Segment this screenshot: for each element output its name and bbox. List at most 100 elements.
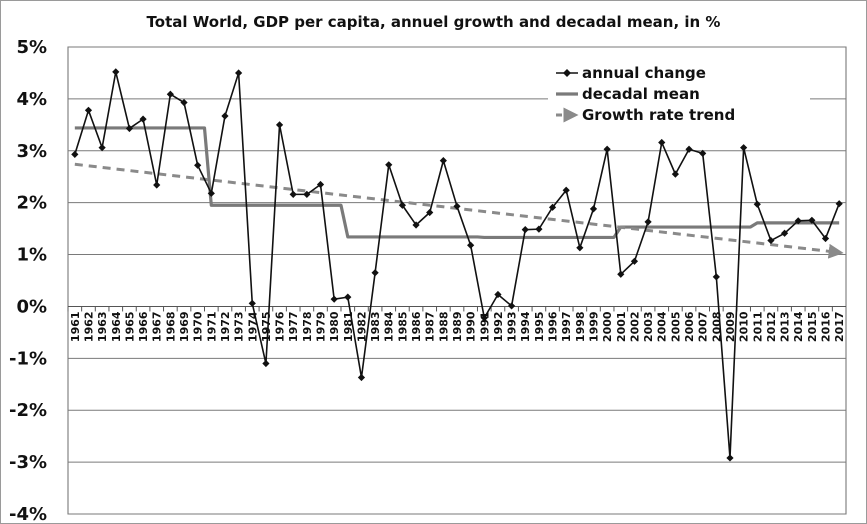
x-tick-label: 2000: [601, 311, 614, 342]
annual-change-point: [180, 98, 188, 107]
x-tick-label: 2011: [751, 311, 764, 342]
chart-title: Total World, GDP per capita, annuel grow…: [146, 13, 721, 31]
y-tick-label: -2%: [9, 400, 47, 421]
x-tick-label: 1989: [451, 311, 464, 342]
x-tick-label: 2009: [724, 311, 737, 342]
annual-change-point: [576, 244, 584, 252]
annual-change-point: [562, 186, 570, 194]
x-tick-label: 2016: [820, 311, 833, 342]
y-tick-label: 5%: [16, 37, 47, 58]
annual-change-point: [112, 68, 120, 76]
annual-change-point: [712, 273, 720, 281]
annual-change-point: [685, 145, 693, 153]
annual-change-point: [671, 170, 679, 178]
annual-change-point: [426, 208, 434, 217]
annual-change-point: [221, 112, 229, 120]
annual-change-point: [398, 201, 407, 209]
annual-change-point: [630, 257, 639, 265]
annual-change-point: [248, 299, 256, 307]
annual-change-point: [303, 190, 311, 198]
x-tick-label: 1968: [164, 311, 177, 342]
x-tick-label: 2005: [669, 311, 682, 342]
x-axis-ticks: 1961 1962 1963 1964 1965 1966 1967 1968 1969 1970…: [67, 306, 846, 342]
x-tick-label: 1976: [274, 311, 287, 342]
y-tick-label: 4%: [16, 89, 47, 110]
x-tick-label: 2002: [628, 311, 641, 342]
annual-change-point: [535, 225, 543, 233]
x-tick-label: 1967: [151, 311, 164, 342]
x-tick-label: 2006: [683, 311, 696, 342]
x-tick-label: 1994: [519, 311, 532, 342]
x-tick-label: 1973: [233, 311, 246, 342]
annual-change-point: [371, 269, 379, 277]
x-tick-label: 1983: [369, 311, 382, 342]
x-tick-label: 1987: [424, 311, 437, 342]
annual-change-point: [98, 144, 106, 152]
x-tick-label: 1992: [492, 311, 505, 342]
annual-change-point: [439, 157, 447, 165]
decadal-mean-line: [74, 126, 840, 240]
x-tick-label: 2007: [697, 311, 710, 342]
y-tick-label: -4%: [9, 504, 47, 524]
x-tick-label: 1999: [587, 311, 600, 342]
x-tick-label: 1991: [478, 311, 491, 342]
annual-change-point: [603, 145, 611, 153]
x-tick-label: 2003: [642, 311, 655, 342]
x-tick-label: 1970: [192, 311, 205, 342]
x-tick-label: 2001: [615, 311, 628, 342]
x-tick-label: 1966: [137, 311, 150, 342]
x-tick-label: 2017: [833, 311, 846, 342]
x-tick-label: 2015: [806, 311, 819, 342]
x-tick-label: 1962: [82, 311, 95, 342]
x-tick-label: 1980: [328, 311, 341, 342]
annual-change-point: [289, 190, 297, 198]
annual-change-point: [589, 205, 598, 213]
annual-change-point: [357, 373, 366, 382]
y-axis-ticks: 5% 4% 3% 2% 1% 0% -1% -2% -3% -4%: [9, 37, 47, 524]
y-tick-label: 2%: [16, 193, 47, 214]
annual-change-point: [385, 161, 393, 169]
x-tick-label: 1963: [96, 311, 109, 342]
annual-change-point: [726, 454, 734, 462]
annual-change-point: [207, 189, 215, 197]
x-tick-label: 1965: [123, 311, 136, 342]
x-tick-label: 1971: [205, 311, 218, 342]
annual-change-point: [753, 200, 761, 208]
x-tick-label: 2012: [765, 311, 778, 342]
annual-change-point: [808, 216, 816, 224]
annual-change-point: [453, 202, 461, 210]
y-tick-label: 3%: [16, 141, 47, 162]
x-tick-label: 1993: [506, 311, 519, 342]
annual-change-point: [521, 226, 529, 234]
annual-change-point: [794, 217, 802, 225]
x-tick-label: 1990: [465, 311, 478, 342]
annual-change-line: [74, 71, 840, 459]
x-tick-label: 1982: [355, 311, 368, 342]
x-tick-label: 1977: [287, 311, 300, 342]
x-tick-label: 1975: [260, 311, 273, 342]
y-tick-label: -1%: [9, 348, 47, 369]
annual-change-point: [740, 144, 748, 152]
legend: annual change decadal mean Growth rate tre…: [548, 60, 810, 126]
legend-label: Growth rate trend: [582, 106, 735, 124]
annual-change-point: [153, 181, 161, 189]
x-tick-label: 1995: [533, 311, 546, 342]
annual-change-point: [139, 115, 147, 123]
annual-change-point: [699, 149, 707, 157]
annual-change-point: [330, 295, 338, 303]
x-tick-label: 1961: [69, 311, 82, 342]
x-tick-label: 1988: [437, 311, 450, 342]
annual-change-point: [262, 359, 270, 368]
annual-change-point: [644, 218, 652, 226]
annual-change-point: [467, 241, 475, 249]
x-tick-label: 2010: [738, 311, 751, 342]
y-tick-label: 0%: [16, 296, 47, 317]
annual-change-point: [548, 203, 557, 211]
series: [71, 68, 844, 462]
annual-change-point: [658, 138, 666, 147]
annual-change-point: [780, 229, 789, 237]
annual-change-point: [275, 121, 284, 129]
annual-change-point: [166, 90, 174, 98]
y-tick-label: -3%: [9, 452, 47, 473]
